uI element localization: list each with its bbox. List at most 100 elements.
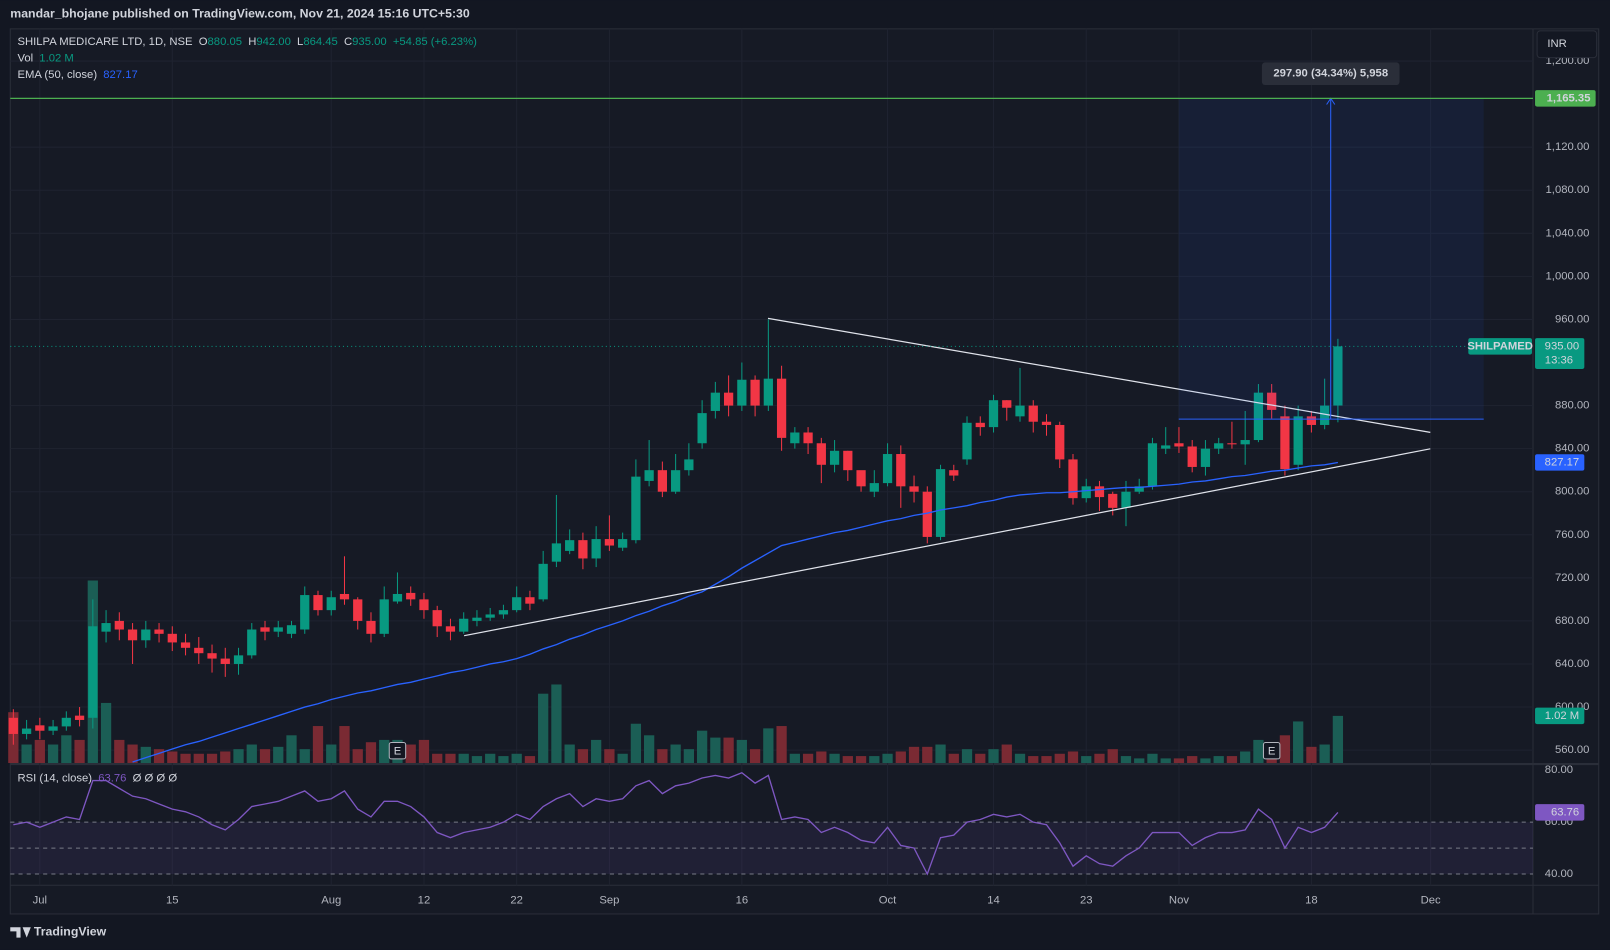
volume-bar — [644, 735, 655, 764]
ema-line — [132, 461, 1339, 763]
o-value: 880.05 — [208, 36, 243, 48]
legend-rsi: RSI (14, close) 63.76 Ø Ø Ø Ø — [17, 772, 177, 784]
rsi-tick-label: 80.00 — [1545, 764, 1573, 776]
candle-body — [1161, 445, 1171, 449]
volume-bar — [789, 753, 800, 764]
candle-body — [1214, 443, 1224, 449]
candle-body — [644, 470, 654, 481]
candle-body — [604, 539, 615, 546]
candle-body — [220, 658, 230, 664]
candle-body — [1280, 416, 1290, 470]
measure-label-box — [1261, 62, 1400, 86]
chart-frame — [9, 28, 1600, 915]
candle-body — [1240, 440, 1250, 445]
candle-body — [671, 470, 681, 492]
y-tick-label: 640.00 — [1555, 658, 1590, 670]
target-tag — [1535, 90, 1596, 107]
volume-bar — [1253, 739, 1264, 764]
candle-body — [485, 614, 495, 618]
volume-bar — [100, 702, 112, 764]
volume-tag — [1535, 707, 1585, 725]
candle-body — [406, 592, 416, 600]
volume-bar — [604, 749, 615, 764]
x-tick-label: 18 — [1305, 895, 1318, 907]
volume-bar — [710, 737, 721, 764]
ema-label: EMA (50, close) — [17, 69, 97, 81]
ema-label: 827.17 — [1545, 456, 1580, 468]
y-tick-label: 560.00 — [1555, 744, 1590, 756]
candle-body — [1055, 424, 1065, 460]
candle-body — [1094, 486, 1105, 498]
candle-body — [141, 629, 151, 641]
candle-body — [1108, 493, 1118, 508]
y-tick-label: 1,040.00 — [1546, 227, 1590, 239]
earnings-marker-box — [1262, 741, 1281, 760]
candle-body — [1293, 416, 1303, 465]
candle-body — [975, 422, 985, 428]
candle-body — [127, 629, 138, 641]
volume-bar — [193, 753, 204, 764]
candle-body — [551, 543, 562, 562]
y-tick-label: 840.00 — [1555, 443, 1590, 455]
y-tick-label: 680.00 — [1555, 615, 1590, 627]
candle-body — [1002, 400, 1012, 408]
volume-bar — [855, 756, 867, 764]
candle-body — [843, 450, 853, 471]
candle-body — [273, 627, 283, 632]
candle-body — [803, 432, 813, 444]
candle-body — [392, 593, 403, 602]
volume-bar — [776, 726, 787, 764]
currency-button[interactable] — [1536, 30, 1598, 59]
l-value: 864.45 — [303, 36, 338, 48]
candle-body — [88, 626, 98, 718]
candle-body — [194, 647, 204, 654]
ema-value: 827.17 — [103, 69, 138, 81]
volume-bar — [379, 739, 390, 764]
x-tick-label: Aug — [321, 895, 341, 907]
volume-bar — [988, 749, 999, 764]
volume-bar — [524, 756, 536, 764]
volume-label: 1.02 M — [1545, 710, 1580, 722]
volume-bar — [564, 744, 575, 764]
volume-bar — [1014, 753, 1026, 764]
y-tick-label: 1,120.00 — [1546, 141, 1590, 153]
volume-bar — [1001, 744, 1012, 764]
legend-vol: Vol 1.02 M — [17, 53, 73, 65]
symbol: SHILPA MEDICARE LTD, 1D, NSE — [17, 36, 193, 48]
volume-bar — [445, 753, 456, 764]
volume-bar — [816, 751, 827, 764]
candle-body — [1174, 443, 1184, 447]
candle-body — [723, 392, 734, 406]
y-tick-label: 1,200.00 — [1546, 55, 1590, 67]
candle-body — [512, 597, 522, 611]
volume-bar — [1160, 758, 1171, 764]
candle-body — [1081, 486, 1091, 499]
volume-bar — [273, 746, 284, 764]
volume-bar — [140, 746, 151, 764]
candle-body — [1068, 459, 1078, 499]
x-tick-label: 16 — [736, 895, 749, 907]
volume-bar — [471, 756, 483, 764]
volume-bar — [829, 753, 840, 764]
last-price-tag — [1535, 338, 1585, 369]
footer: TradingView — [34, 925, 107, 939]
x-tick-label: Dec — [1421, 895, 1441, 907]
candle-body — [432, 610, 442, 627]
volume-bar — [935, 744, 946, 764]
candle-body — [472, 617, 482, 621]
overlays: E E 297.90 (34.34%) 5,958 1,165.35 SHILPAMED… — [10, 62, 1596, 821]
candle-body — [8, 717, 18, 734]
candle-body — [657, 470, 667, 492]
candle-body — [776, 378, 787, 438]
candle-body — [498, 610, 509, 615]
y-tick-label: 800.00 — [1555, 486, 1590, 498]
candle-body — [114, 620, 124, 630]
volume-bar — [961, 749, 973, 764]
volume-bar — [749, 749, 761, 764]
earnings-marker-box — [388, 741, 407, 760]
x-tick-label: 14 — [987, 895, 1000, 907]
candle-body — [790, 432, 800, 444]
logo — [10, 927, 31, 938]
legend-ema: EMA (50, close) 827.17 — [17, 69, 137, 81]
